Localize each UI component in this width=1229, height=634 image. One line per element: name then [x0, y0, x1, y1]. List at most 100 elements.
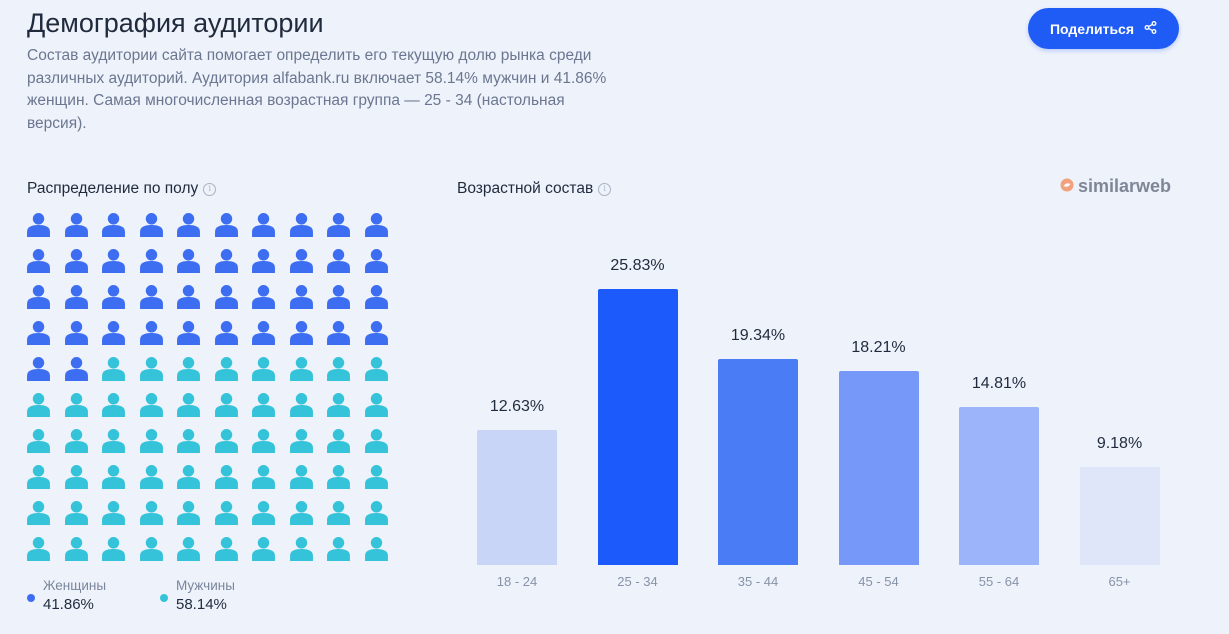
gender-icon-grid	[26, 212, 396, 561]
person-icon	[101, 320, 126, 345]
person-icon	[176, 320, 201, 345]
legend-dot-male	[160, 594, 168, 602]
person-icon	[289, 536, 314, 561]
person-icon	[101, 500, 126, 525]
person-icon	[101, 428, 126, 453]
person-icon	[139, 320, 164, 345]
info-icon[interactable]: i	[203, 182, 217, 196]
bar-45-54[interactable]	[838, 370, 919, 565]
legend-label-female: Женщины	[43, 578, 107, 593]
info-icon[interactable]: i	[598, 182, 612, 196]
person-icon	[101, 284, 126, 309]
share-button[interactable]: Поделиться	[1028, 8, 1179, 49]
person-icon	[139, 284, 164, 309]
legend-item-female: Женщины 41.86%	[27, 578, 106, 613]
person-icon	[364, 428, 389, 453]
person-icon	[64, 284, 89, 309]
person-icon	[26, 536, 51, 561]
person-icon	[326, 212, 351, 237]
person-icon	[251, 428, 276, 453]
person-icon	[214, 464, 239, 489]
x-tick-label: 45 - 54	[858, 574, 899, 589]
person-icon	[176, 500, 201, 525]
similarweb-logo-icon	[1060, 176, 1074, 197]
person-icon	[176, 356, 201, 381]
person-icon	[289, 392, 314, 417]
person-icon	[326, 500, 351, 525]
person-icon	[364, 248, 389, 273]
x-tick-label: 55 - 64	[978, 574, 1020, 589]
person-icon	[214, 212, 239, 237]
person-icon	[26, 320, 51, 345]
person-icon	[64, 500, 89, 525]
x-tick-label: 25 - 34	[617, 574, 658, 589]
gender-section-label: Распределение по полу	[27, 180, 199, 197]
person-icon	[289, 356, 314, 381]
bar-18-24[interactable]	[477, 430, 557, 565]
bar-25-34[interactable]	[597, 289, 678, 565]
x-tick-label: 65+	[1108, 574, 1131, 589]
person-icon	[364, 212, 389, 237]
person-icon	[26, 464, 51, 489]
person-icon	[101, 248, 126, 273]
person-icon	[289, 500, 314, 525]
person-icon	[364, 464, 389, 489]
person-icon	[139, 428, 164, 453]
person-icon	[326, 248, 351, 273]
person-icon	[26, 356, 51, 381]
person-icon	[139, 536, 164, 561]
person-icon	[64, 392, 89, 417]
person-icon	[289, 248, 314, 273]
person-icon	[64, 320, 89, 345]
bar-65+[interactable]	[1079, 467, 1160, 565]
person-icon	[64, 536, 89, 561]
legend-value-female: 41.86%	[43, 596, 94, 613]
age-section-label: Возрастной состав	[457, 180, 594, 197]
person-icon	[139, 464, 164, 489]
legend-dot-female	[27, 594, 35, 602]
person-icon	[139, 356, 164, 381]
person-icon	[214, 356, 239, 381]
person-icon	[251, 500, 276, 525]
person-icon	[251, 536, 276, 561]
person-icon	[101, 212, 126, 237]
person-icon	[214, 392, 239, 417]
bar-value-label: 25.83%	[610, 257, 665, 275]
person-icon	[101, 392, 126, 417]
legend-label-male: Мужчины	[176, 578, 235, 593]
person-icon	[251, 284, 276, 309]
person-icon	[139, 248, 164, 273]
person-icon	[251, 392, 276, 417]
person-icon	[64, 428, 89, 453]
person-icon	[364, 536, 389, 561]
person-icon	[251, 356, 276, 381]
person-icon	[289, 212, 314, 237]
person-icon	[326, 356, 351, 381]
bar-55-64[interactable]	[959, 406, 1039, 565]
person-icon	[289, 464, 314, 489]
x-tick-label: 18 - 24	[496, 574, 538, 589]
person-icon	[251, 464, 276, 489]
bar-value-label: 14.81%	[971, 374, 1027, 392]
person-icon	[101, 536, 126, 561]
similarweb-logo: similarweb	[1060, 176, 1171, 197]
person-icon	[214, 536, 239, 561]
person-icon	[289, 320, 314, 345]
page-description: Состав аудитории сайта помогает определи…	[27, 47, 607, 132]
person-icon	[26, 500, 51, 525]
person-icon	[326, 464, 351, 489]
person-icon	[214, 500, 239, 525]
person-icon	[289, 428, 314, 453]
person-icon	[176, 536, 201, 561]
person-icon	[64, 248, 89, 273]
person-icon	[364, 284, 389, 309]
bar-value-label: 12.63%	[489, 398, 545, 416]
person-icon	[364, 356, 389, 381]
person-icon	[64, 212, 89, 237]
person-icon	[326, 392, 351, 417]
person-icon	[251, 320, 276, 345]
bar-35-44[interactable]	[718, 358, 798, 565]
page-title: Демография аудитории	[27, 8, 324, 38]
person-icon	[364, 320, 389, 345]
person-icon	[214, 248, 239, 273]
